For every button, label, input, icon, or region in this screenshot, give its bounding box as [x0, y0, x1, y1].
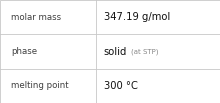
- Text: 300 °C: 300 °C: [104, 81, 138, 91]
- Text: solid: solid: [104, 46, 127, 57]
- Text: melting point: melting point: [11, 81, 69, 90]
- Text: molar mass: molar mass: [11, 13, 62, 22]
- Text: phase: phase: [11, 47, 38, 56]
- Text: (at STP): (at STP): [131, 48, 159, 55]
- Text: 347.19 g/mol: 347.19 g/mol: [104, 12, 170, 22]
